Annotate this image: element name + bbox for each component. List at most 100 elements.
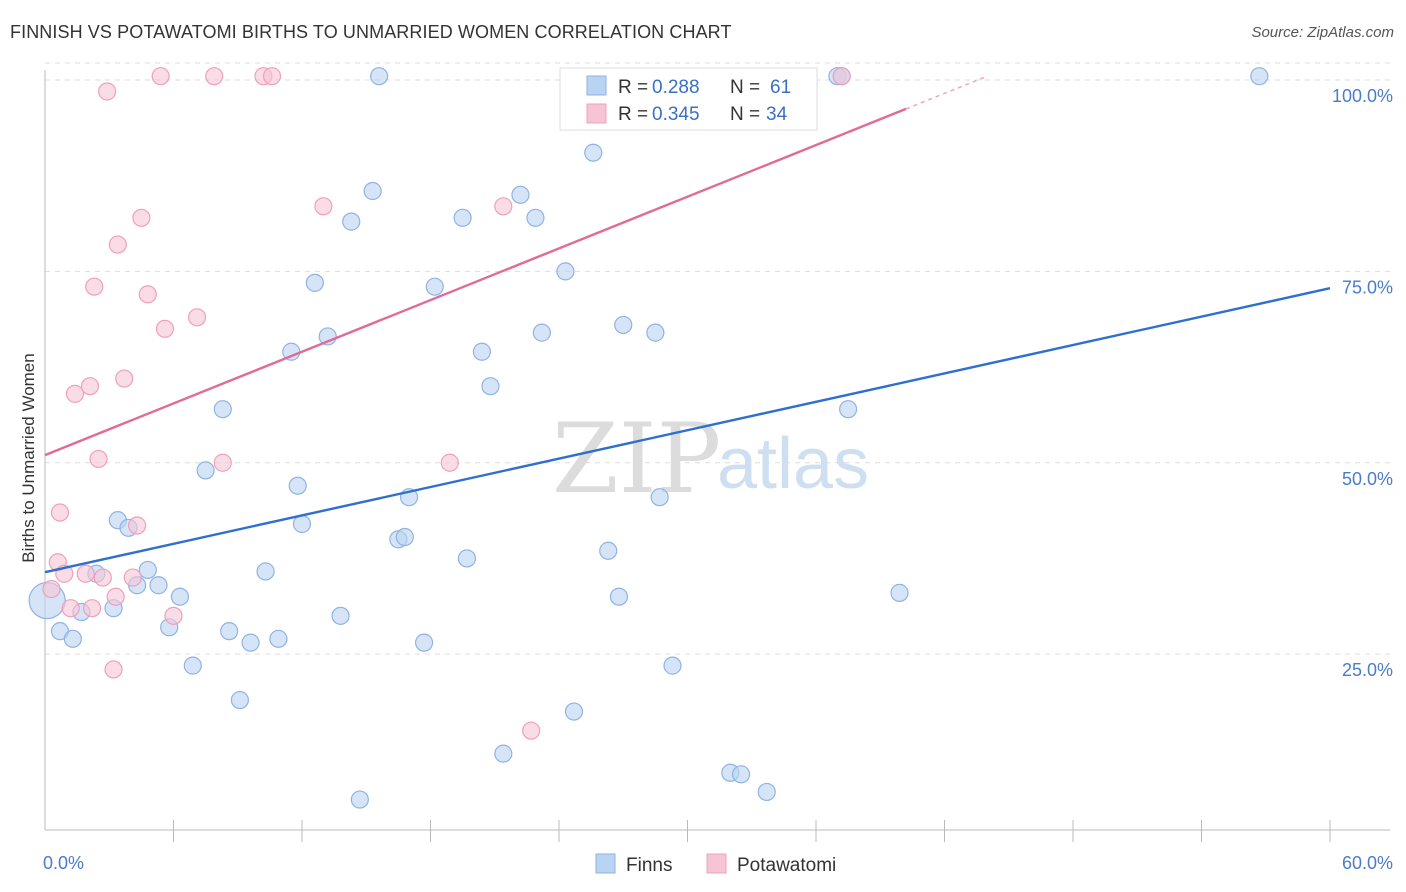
finns-point-14: [196, 461, 215, 480]
potawatomi-point-5: [65, 384, 85, 403]
legend-finns-r-value: 0.288: [652, 77, 700, 98]
finns-point-54: [731, 765, 751, 784]
series-legend-finns-label: Finns: [626, 855, 672, 876]
finns-point-27: [342, 212, 361, 231]
series-legend: Finns Potawatomi: [595, 853, 836, 876]
potawatomi-point-30: [440, 453, 459, 472]
potawatomi-point-29: [314, 197, 333, 216]
y-axis-label: Births to Unmarried Women: [19, 353, 38, 562]
finns-point-43: [532, 323, 551, 342]
finns-points: [28, 67, 1269, 809]
potawatomi-point-9: [85, 277, 104, 296]
finns-point-19: [256, 562, 275, 581]
potawatomi-trend-line: [44, 107, 907, 457]
series-legend-pota-label: Potawatomi: [737, 855, 836, 876]
finns-point-35: [425, 277, 444, 296]
finns-point-50: [646, 323, 665, 342]
y-tick-labels: 25.0% 50.0% 75.0% 100.0%: [1332, 86, 1393, 680]
finns-point-2: [63, 629, 82, 648]
legend-pota-r-value: 0.345: [652, 104, 700, 125]
series-legend-finns-swatch: [595, 853, 616, 874]
finns-point-30: [370, 67, 389, 86]
x-tick-labels: 0.0% 60.0%: [43, 853, 1393, 873]
legend-finns-n-label: N =: [730, 77, 760, 98]
legend-finns-swatch: [586, 75, 607, 96]
finns-point-60: [1250, 67, 1269, 86]
finns-point-29: [363, 181, 382, 201]
finns-point-16: [220, 622, 239, 641]
y-tick-label-0: 25.0%: [1342, 660, 1393, 680]
watermark-atlas: atlas: [717, 424, 869, 504]
legend-finns-r-label: R =: [618, 77, 648, 98]
potawatomi-point-24: [187, 308, 207, 327]
finns-point-34: [414, 633, 434, 652]
legend-pota-swatch: [586, 103, 607, 124]
finns-point-18: [241, 633, 260, 652]
potawatomi-point-17: [123, 568, 142, 587]
potawatomi-point-23: [164, 606, 183, 625]
finns-point-24: [305, 273, 324, 292]
legend-pota-r-label: R =: [618, 104, 648, 125]
potawatomi-point-31: [494, 197, 513, 216]
finns-point-20: [269, 629, 288, 648]
correlation-legend: R = 0.288 N = 61 R = 0.345 N = 34: [559, 67, 818, 131]
finns-point-15: [213, 400, 232, 419]
potawatomi-point-4: [61, 599, 80, 618]
potawatomi-point-10: [89, 449, 108, 469]
finns-trend-line: [44, 287, 1331, 574]
finns-point-10: [149, 576, 168, 595]
potawatomi-point-7: [83, 599, 102, 618]
finns-point-37: [457, 549, 477, 568]
finns-point-12: [170, 587, 190, 606]
potawatomi-point-26: [213, 453, 232, 472]
watermark: ZIP atlas: [552, 403, 869, 515]
trend-lines: [44, 75, 1331, 574]
potawatomi-point-22: [155, 319, 175, 338]
finns-point-55: [757, 782, 776, 802]
potawatomi-point-13: [106, 587, 125, 606]
finns-point-32: [395, 527, 414, 547]
y-tick-label-1: 50.0%: [1342, 469, 1393, 489]
potawatomi-point-25: [205, 67, 224, 86]
finns-point-28: [350, 790, 369, 809]
finns-point-9: [138, 560, 157, 580]
potawatomi-point-33: [832, 67, 851, 86]
y-tick-label-2: 75.0%: [1342, 277, 1393, 297]
potawatomi-point-19: [132, 208, 151, 227]
potawatomi-point-16: [115, 369, 134, 388]
finns-point-36: [453, 208, 472, 227]
finns-point-47: [599, 541, 618, 560]
finns-point-48: [609, 587, 629, 606]
potawatomi-point-6: [76, 564, 95, 583]
potawatomi-point-0: [42, 579, 61, 599]
finns-point-59: [890, 583, 909, 602]
potawatomi-point-15: [108, 235, 127, 254]
legend-pota-n-value: 34: [766, 104, 788, 125]
potawatomi-point-11: [93, 568, 112, 587]
finns-point-45: [564, 702, 584, 721]
potawatomi-point-21: [151, 67, 170, 86]
finns-point-22: [288, 476, 307, 495]
legend-finns-n-value: 61: [770, 77, 791, 98]
finns-point-58: [839, 400, 858, 419]
legend-pota-n-label: N =: [730, 104, 760, 125]
series-legend-pota-swatch: [706, 853, 727, 874]
finns-point-17: [230, 690, 249, 710]
finns-point-26: [331, 606, 350, 625]
finns-point-42: [526, 208, 545, 227]
potawatomi-point-32: [522, 721, 541, 740]
potawatomi-point-28: [262, 67, 282, 86]
potawatomi-point-20: [138, 285, 157, 304]
grid-lines: [45, 62, 1390, 655]
potawatomi-point-8: [80, 377, 100, 396]
finns-point-38: [472, 342, 491, 361]
potawatomi-point-12: [98, 82, 117, 101]
finns-point-52: [663, 656, 682, 675]
watermark-zip: ZIP: [552, 403, 721, 515]
finns-point-49: [614, 315, 633, 335]
axes: [44, 70, 1390, 842]
x-tick-label-1: 60.0%: [1342, 853, 1393, 873]
potawatomi-point-2: [50, 503, 70, 522]
source-label: Source: ZipAtlas.com: [1251, 24, 1394, 41]
